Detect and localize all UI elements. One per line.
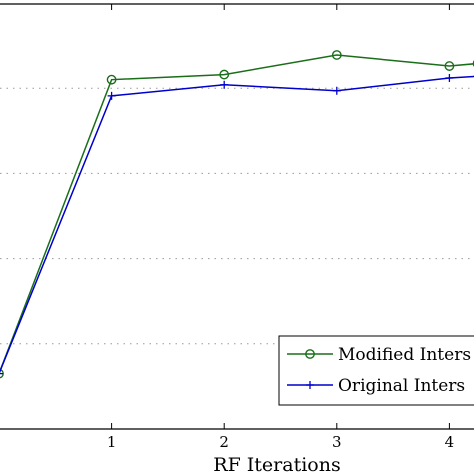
legend-label: Modified Inters bbox=[338, 345, 471, 365]
x-ticks: 1 2 3 4 bbox=[107, 4, 454, 451]
data-point bbox=[107, 91, 116, 100]
data-point bbox=[444, 61, 455, 71]
series-line bbox=[0, 75, 474, 374]
data-point bbox=[0, 372, 3, 375]
grid-lines bbox=[0, 87, 474, 345]
legend-entry: Modified Inters bbox=[287, 345, 471, 365]
series-1 bbox=[0, 50, 474, 379]
axes bbox=[0, 3, 474, 430]
series-2 bbox=[0, 73, 474, 375]
x-tick-label: 3 bbox=[332, 433, 342, 451]
data-point bbox=[0, 368, 4, 379]
legend-label: Original Inters bbox=[338, 376, 465, 396]
data-point bbox=[331, 50, 342, 60]
data-point bbox=[332, 86, 341, 95]
legend-entry: Original Inters bbox=[287, 376, 465, 396]
data-point bbox=[220, 80, 229, 89]
legend-marker bbox=[305, 349, 315, 359]
data-point bbox=[106, 74, 117, 85]
legend: Modified Inters Original Inters bbox=[278, 335, 474, 406]
data-point bbox=[445, 73, 454, 82]
series-line bbox=[0, 54, 474, 374]
data-point bbox=[219, 69, 230, 80]
data-point bbox=[472, 60, 474, 67]
series bbox=[0, 50, 474, 379]
x-axis-title: RF Iterations bbox=[213, 454, 340, 474]
x-tick-label: 2 bbox=[219, 433, 229, 451]
x-tick-label: 4 bbox=[445, 433, 455, 451]
x-tick-label: 1 bbox=[107, 433, 117, 451]
legend-box bbox=[278, 335, 474, 406]
